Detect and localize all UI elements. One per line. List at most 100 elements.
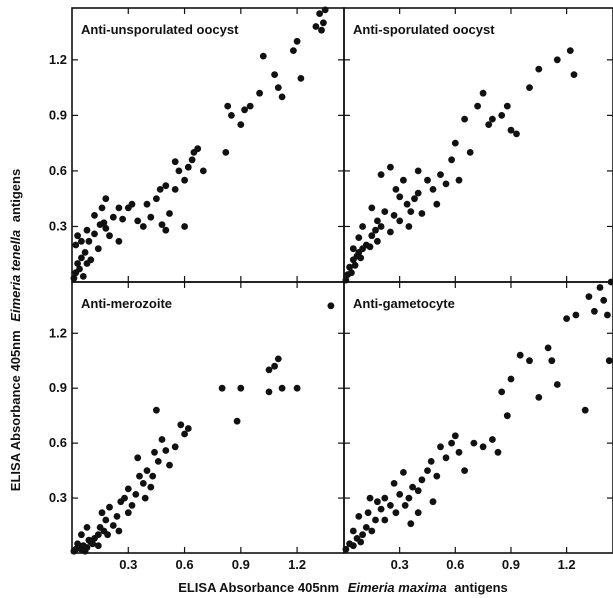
data-point xyxy=(104,531,111,539)
x-axis-label-suffix: antigens xyxy=(454,580,507,595)
data-point xyxy=(78,531,85,539)
y-axis-label: ELISA Absorbance 405nm Eimeria tenella a… xyxy=(8,169,23,491)
y-tick-label: 0.6 xyxy=(49,163,67,178)
data-point xyxy=(368,527,376,535)
data-point xyxy=(259,52,267,60)
data-point xyxy=(74,232,81,240)
data-point xyxy=(548,357,556,365)
data-point xyxy=(141,494,149,502)
data-point xyxy=(94,542,102,550)
data-point xyxy=(349,245,357,253)
data-point xyxy=(600,296,608,304)
data-point xyxy=(451,139,459,147)
data-point xyxy=(364,509,372,517)
data-point xyxy=(143,200,151,208)
data-point xyxy=(218,384,226,392)
data-point xyxy=(162,447,170,454)
data-point xyxy=(224,102,232,110)
data-point xyxy=(535,394,543,401)
data-point xyxy=(74,260,81,267)
data-point xyxy=(153,406,160,414)
data-point xyxy=(134,217,142,225)
data-point xyxy=(503,102,511,110)
panel-3: 0.3 0.6 0.9 1.2 0.3 0.6 0.9 1.2 Anti-merozoite xyxy=(49,281,345,572)
data-point xyxy=(503,412,511,420)
panel-frame xyxy=(343,281,613,554)
data-point xyxy=(474,102,481,110)
y-tick-label: 0.9 xyxy=(49,380,67,395)
data-point xyxy=(153,195,160,203)
data-point xyxy=(124,485,132,493)
data-point xyxy=(181,176,189,184)
data-point xyxy=(121,494,128,502)
data-point xyxy=(414,487,422,495)
data-point xyxy=(85,237,93,245)
panel-4: 0.3 0.6 0.9 1.2 Anti-gametocyte xyxy=(342,278,613,572)
data-point xyxy=(355,234,363,242)
data-point xyxy=(607,278,613,286)
x-tick-label: 1.2 xyxy=(288,557,306,572)
data-point xyxy=(455,176,463,184)
y-tick-label: 0.3 xyxy=(49,218,67,233)
data-point xyxy=(461,467,468,474)
y-tick-label: 1.2 xyxy=(49,52,67,67)
data-point xyxy=(414,189,422,197)
data-point xyxy=(526,357,533,365)
data-point xyxy=(346,263,353,271)
data-point xyxy=(418,476,426,484)
data-point xyxy=(134,454,142,462)
data-point xyxy=(570,71,578,78)
data-point xyxy=(316,10,323,17)
data-point xyxy=(162,226,170,234)
data-point xyxy=(429,498,437,506)
data-point xyxy=(563,315,570,322)
data-point xyxy=(359,531,366,539)
data-point xyxy=(535,65,543,73)
data-point xyxy=(78,237,85,245)
data-point xyxy=(265,388,273,396)
data-point xyxy=(392,186,400,193)
data-point xyxy=(396,193,404,201)
data-point xyxy=(414,509,422,517)
data-point xyxy=(171,158,179,166)
data-point xyxy=(278,93,286,101)
data-point xyxy=(98,509,106,517)
data-point xyxy=(544,344,552,352)
panel-title: Anti-gametocyte xyxy=(353,296,455,311)
data-point xyxy=(479,443,487,451)
data-point xyxy=(359,223,366,230)
data-point xyxy=(106,503,113,511)
data-point xyxy=(81,249,89,256)
data-point xyxy=(109,213,117,221)
data-point xyxy=(455,448,463,456)
data-point xyxy=(424,176,431,184)
data-point xyxy=(293,37,301,45)
data-point xyxy=(381,208,389,216)
data-point xyxy=(156,186,164,193)
data-point xyxy=(128,200,136,208)
data-point xyxy=(149,472,157,480)
data-point xyxy=(158,221,166,229)
data-point xyxy=(115,527,123,535)
panel-title: Anti-merozoite xyxy=(81,296,172,311)
x-axis-label-prefix: ELISA Absorbance 405nm xyxy=(178,580,339,595)
data-point xyxy=(392,509,400,517)
x-tick-label: 0.6 xyxy=(446,557,464,572)
data-point xyxy=(381,516,389,524)
data-point xyxy=(237,384,245,392)
data-point xyxy=(405,494,413,502)
panels-layer: 0.3 0.6 0.9 1.2 Anti-unsporulated oocyst Anti… xyxy=(49,6,613,572)
data-point xyxy=(184,163,192,171)
data-point xyxy=(591,307,598,315)
data-point xyxy=(87,256,95,264)
data-point xyxy=(566,47,574,54)
data-point xyxy=(98,204,106,212)
y-tick-label: 1.2 xyxy=(49,325,67,340)
data-point xyxy=(312,23,320,30)
y-tick-label: 0.3 xyxy=(49,490,67,505)
data-point xyxy=(115,237,123,245)
data-point xyxy=(171,186,179,193)
data-point xyxy=(89,540,96,548)
data-point xyxy=(429,186,437,193)
data-point xyxy=(342,545,350,553)
